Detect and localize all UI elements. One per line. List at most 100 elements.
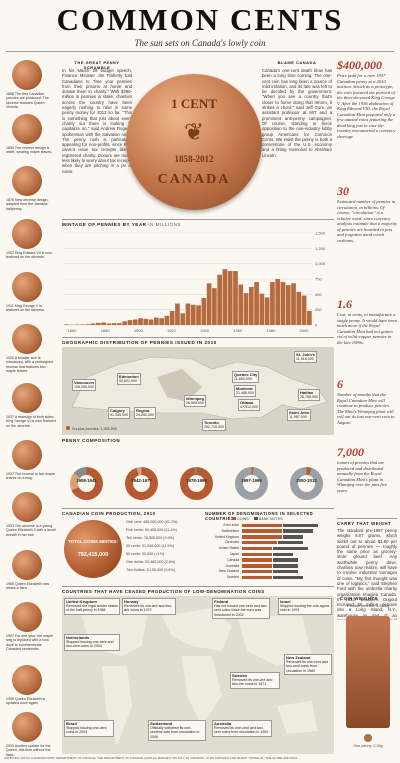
coins-bar: [242, 564, 272, 568]
coin-caption: 1965 Queen Elizabeth now wears a tiara.: [6, 582, 50, 591]
sidebar-fact: $400,000 Price paid for a rare 1937 Cana…: [337, 58, 397, 177]
coin-image: [12, 219, 42, 249]
mintage-title: MINTAGE OF PENNIES BY YEAR: [62, 222, 147, 227]
maple-leaf-icon: ❦: [183, 120, 205, 146]
mintage-bar: [206, 283, 212, 325]
sidebar-figure: 6: [337, 377, 343, 391]
coins-bar: [242, 529, 282, 533]
mintage-bar: [212, 288, 217, 325]
x-tick-label: 1900: [134, 328, 144, 333]
mintage-bar: [159, 318, 164, 325]
world-map: United Kingdom Removed the legal tender s…: [62, 596, 334, 754]
ceased-israel: Israel Stopped issuing the one-agora coin…: [278, 598, 332, 615]
mintage-bar: [201, 298, 207, 325]
x-tick-label: 1980: [266, 328, 276, 333]
mintage-bar: [180, 313, 186, 325]
weights-graphic: 1 million pennies: 2,350kg One penny: 2.…: [340, 604, 396, 754]
notes-bar: [273, 575, 303, 580]
country-label: New Zealand: [219, 569, 239, 574]
mintage-bar: [164, 315, 170, 325]
coin-caption: 1967 For one year, the maple twig is rep…: [6, 634, 53, 652]
mintage-x-axis: 1860 1880 1900 1920 1940 1960 1980 2000: [68, 328, 310, 333]
coin-history-strip: 1858 The first Canadian pennies are prod…: [4, 56, 56, 757]
sidebar-figure: 1.6: [337, 297, 352, 311]
composition-donut: [70, 467, 103, 500]
production-row: Five cents: 90,450,000 (11.4%): [126, 528, 177, 532]
weights-heading: COIN WEIGHTS: [340, 596, 378, 601]
coin-image: [12, 383, 42, 413]
mintage-bar: [227, 271, 233, 325]
coin-image: [12, 272, 42, 302]
mintage-bar: [64, 324, 69, 325]
sidebar-fact: 30 Estimated number of pennies in circul…: [337, 184, 397, 297]
country-label: Sweden: [226, 575, 239, 580]
mintage-bar: [90, 323, 96, 325]
x-tick-label: 1920: [167, 328, 177, 333]
x-tick-label: 1960: [233, 328, 243, 333]
coin-image: [12, 60, 42, 90]
mintage-bar: [291, 283, 296, 325]
mintage-bar: [285, 285, 291, 325]
coin-caption: 2003 Another update for the Queen, this …: [6, 744, 51, 757]
city-label-vancouver: Vancouver 106,250,000: [72, 379, 97, 392]
coin-caption: 1920 A smaller size is introduced, with …: [6, 356, 53, 374]
mintage-bar: [185, 303, 191, 325]
composition-heading: PENNY COMPOSITION: [62, 438, 121, 443]
city-label-edmonton: Edmonton 52,621,000: [117, 373, 141, 386]
mintage-bar: [296, 291, 302, 325]
total-coins-label: TOTAL COINS MINTED:: [68, 539, 118, 544]
denoms-chart: Euro zone Switzerland United Kingdom Denmar…: [205, 523, 335, 583]
mintage-bar: [270, 282, 275, 325]
coin-caption: 1990 Queen Elizabeth is updated once aga…: [6, 697, 46, 706]
page-footer: SOURCES: ROYAL CANADIAN MINT; DEPARTMENT…: [4, 756, 298, 760]
composition-donut: [290, 467, 323, 500]
coin-caption: 1858 The first Canadian pennies are prod…: [6, 92, 49, 110]
mintage-unit: IN MILLIONS: [148, 222, 182, 227]
coin-face-cent: 1 CENT: [171, 96, 217, 111]
coins-bar: [242, 523, 282, 528]
sidebar-figure: 7,000: [337, 445, 364, 459]
mintage-bar: [254, 282, 259, 325]
coins-bar: [242, 575, 272, 580]
city-label-calgary: Calgary 91,345,000: [108, 407, 130, 420]
notes-bar: [273, 558, 298, 562]
production-list: One cent: 486,000,000 (61.3%) Five cents…: [126, 520, 202, 582]
weights-bottom-label: One penny: 2.35g: [353, 744, 383, 748]
mintage-y-axis: 1,500 1,250 1,000 750 500 250 0: [315, 231, 326, 328]
canada-map: Vancouver 106,250,000 Edmonton 52,621,000 …: [62, 347, 334, 435]
mintage-bar: [101, 322, 106, 325]
section-rule: [62, 508, 334, 509]
city-label-regina: Regina 24,250,000: [134, 407, 156, 420]
country-label: Australia: [225, 563, 239, 568]
sidebar-fact: 6 Number of months that the Royal Canadi…: [337, 377, 397, 446]
denoms-legend: COINS BANK NOTES: [232, 517, 283, 521]
denoms-heading: NUMBER OF DENOMINATIONS IN SELECTED COUN…: [205, 511, 314, 521]
city-label-halifax: Halifax 26,798,000: [298, 389, 320, 402]
composition-donut: [235, 467, 268, 500]
mintage-bar: [280, 282, 286, 325]
coin-image: [12, 166, 42, 196]
x-tick-label: 1940: [200, 328, 210, 333]
mintage-bar: [127, 320, 133, 325]
mintage-bar: [95, 322, 101, 325]
coin-caption: 1937 The reverse is two maple leaves on …: [6, 472, 56, 481]
city-label-saint-john: Saint John 11,967,000: [287, 409, 312, 422]
mintage-bar: [175, 303, 180, 325]
mintage-bar: [117, 323, 122, 325]
ceased-finland: Finland Has not issued one-cent and two-c…: [212, 598, 270, 619]
country-label: Denmark: [225, 540, 239, 545]
sidebar-figure: 30: [337, 184, 349, 198]
city-label-quebec-city: Quebec City 11,650,000: [232, 371, 260, 384]
mintage-bars: [64, 269, 312, 325]
sidebar-figure: $400,000: [337, 58, 382, 72]
sidebar-text: Number of months that the Royal Canadian…: [337, 392, 395, 425]
mintage-bar: [248, 286, 254, 325]
total-coins-disc: TOTAL COINS MINTED: 792,415,000: [64, 520, 122, 578]
section-rule: [62, 219, 334, 220]
blame-story: Canada's one-cent death blow has been a …: [262, 68, 332, 158]
mintage-bar: [85, 324, 91, 325]
mintage-bar: [301, 295, 307, 325]
ceased-uk: United Kingdom Removed the legal tender s…: [64, 598, 120, 615]
composition-era: 1997-1999: [241, 478, 262, 483]
ceased-brazil: Brazil Stopped issuing one-cent coins in …: [64, 720, 114, 737]
